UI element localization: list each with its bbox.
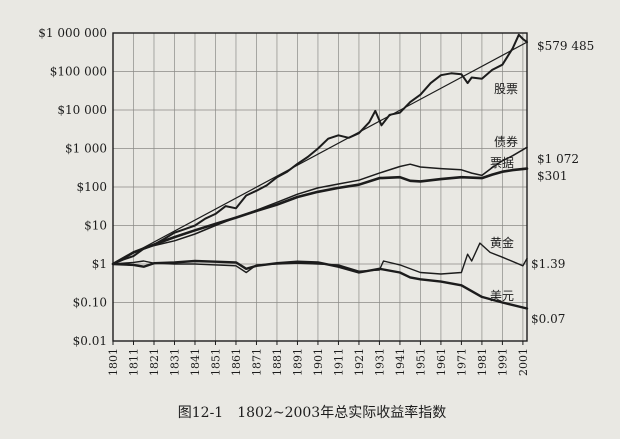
x-axis: 1801 1811 1821 1831 1841 1851 1861 1871 1881 1891… xyxy=(107,341,530,376)
x-tick-label: 1861 xyxy=(230,348,243,376)
series-line-5 xyxy=(111,259,529,310)
x-tick-label: 1981 xyxy=(476,348,489,376)
x-tick-label: 1991 xyxy=(496,348,509,376)
x-tick-label: 1911 xyxy=(332,348,345,376)
y-tick-label: $0.01 xyxy=(73,334,107,348)
x-tick-label: 1811 xyxy=(127,348,140,376)
series-line-2 xyxy=(112,146,528,265)
y-tick-label: $100 000 xyxy=(50,65,107,79)
x-tick-label: 1821 xyxy=(148,348,161,376)
series-layer xyxy=(111,33,529,310)
x-tick-label: 1871 xyxy=(250,348,263,376)
series-name-label-2: 债券 xyxy=(494,134,518,149)
plot-frame xyxy=(112,32,528,342)
x-tick-label: 1841 xyxy=(189,348,202,376)
series-name-label-5: 美元 xyxy=(490,289,514,303)
series-name-label-3: 票据 xyxy=(490,156,514,170)
y-tick-label: $1 xyxy=(92,257,107,271)
y-tick-label: $10 xyxy=(84,219,107,233)
y-tick-label: $0.10 xyxy=(73,296,107,310)
x-tick-label: 1801 xyxy=(107,348,120,376)
x-tick-label: 1851 xyxy=(209,348,222,376)
x-tick-label: 1971 xyxy=(455,348,468,376)
x-tick-label: 1941 xyxy=(394,348,407,376)
series-name-label-1: 股票 xyxy=(494,82,518,96)
x-tick-label: 1831 xyxy=(168,348,181,376)
series-line-4 xyxy=(112,242,528,275)
y-tick-label: $1 000 000 xyxy=(38,26,107,40)
series-line-1 xyxy=(112,33,528,265)
x-tick-label: 1881 xyxy=(271,348,284,376)
series-end-value-1: $579 485 xyxy=(537,39,594,53)
stock-trend-line xyxy=(112,41,528,265)
x-tick-label: 1951 xyxy=(414,348,427,376)
series-end-value-5: $0.07 xyxy=(531,312,565,326)
x-tick-label: 2001 xyxy=(517,348,530,376)
series-end-value-4: $1.39 xyxy=(531,257,565,271)
x-tick-label: 1901 xyxy=(312,348,325,376)
y-axis: $1 000 000 $100 000 $10 000 $1 000 $100 $10 $1… xyxy=(38,26,107,348)
series-line-3 xyxy=(111,167,529,266)
series-end-value-2: $1 072 xyxy=(537,152,579,166)
series-name-label-4: 黄金 xyxy=(490,235,514,250)
x-tick-label: 1961 xyxy=(435,348,448,376)
y-tick-label: $10 000 xyxy=(57,103,107,117)
series-labels: 股票 $579 485 债券 $1 072 票据 $301 黄金 $1.39 美元 $0.07 xyxy=(490,39,594,326)
x-tick-label: 1891 xyxy=(291,348,304,376)
figure-caption: 图12-1 1802~2003年总实际收益率指数 xyxy=(178,404,446,421)
y-tick-label: $1 000 xyxy=(65,142,107,156)
series-end-value-3: $301 xyxy=(537,169,568,183)
x-tick-label: 1921 xyxy=(353,348,366,376)
y-tick-label: $100 xyxy=(76,180,107,194)
x-tick-label: 1931 xyxy=(373,348,386,376)
